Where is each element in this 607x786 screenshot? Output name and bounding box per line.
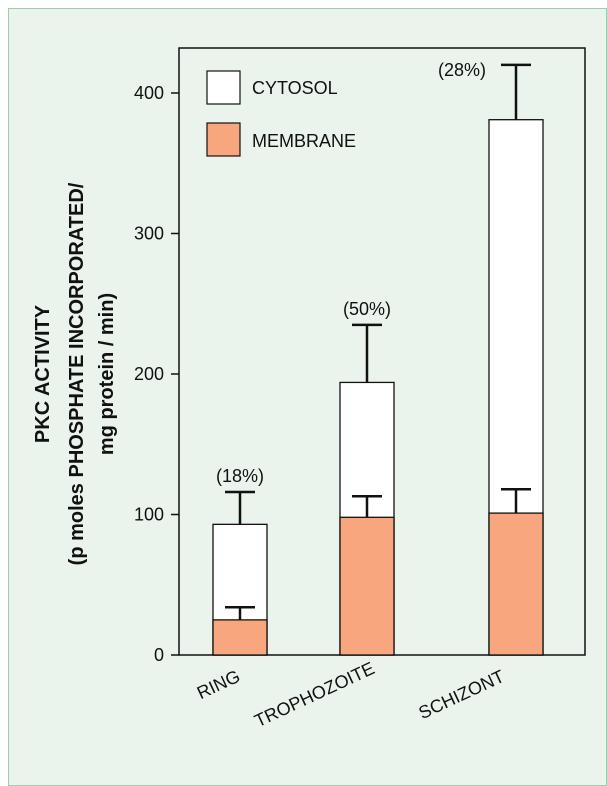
bars-group: (18%) (50%) (28%)	[212, 60, 544, 656]
percentage-label-schizont: (28%)	[438, 60, 486, 80]
y-axis-title-line-2: (p moles PHOSPHATE INCORPORATED/	[66, 182, 88, 565]
legend-swatch-cytosol	[206, 70, 241, 105]
x-axis-categories: RING TROPHOZOITE SCHIZONT	[194, 658, 508, 731]
y-tick-label-0: 0	[154, 645, 164, 665]
bar-membrane-trophozoite	[339, 516, 395, 656]
y-tick-label-300: 300	[134, 224, 164, 244]
percentage-label-trophozoite: (50%)	[343, 299, 391, 319]
legend: CYTOSOL MEMBRANE	[206, 70, 356, 157]
y-axis: 0 100 200 300 400	[134, 83, 179, 665]
legend-swatch-membrane	[206, 122, 241, 157]
y-tick-label-100: 100	[134, 505, 164, 525]
y-tick-label-400: 400	[134, 83, 164, 103]
y-axis-title: PKC ACTIVITY (p moles PHOSPHATE INCORPOR…	[32, 182, 118, 565]
legend-label-membrane: MEMBRANE	[252, 131, 356, 151]
legend-label-cytosol: CYTOSOL	[252, 78, 338, 98]
percentage-label-ring: (18%)	[216, 466, 264, 486]
y-axis-title-line-3: mg protein / min)	[96, 293, 118, 455]
category-label-ring: RING	[194, 666, 243, 703]
y-axis-title-line-1: PKC ACTIVITY	[32, 304, 54, 443]
bar-membrane-schizont	[488, 512, 544, 656]
y-tick-label-200: 200	[134, 364, 164, 384]
bar-membrane-ring	[212, 619, 268, 656]
category-label-schizont: SCHIZONT	[416, 666, 508, 723]
category-label-trophozoite: TROPHOZOITE	[251, 658, 377, 731]
